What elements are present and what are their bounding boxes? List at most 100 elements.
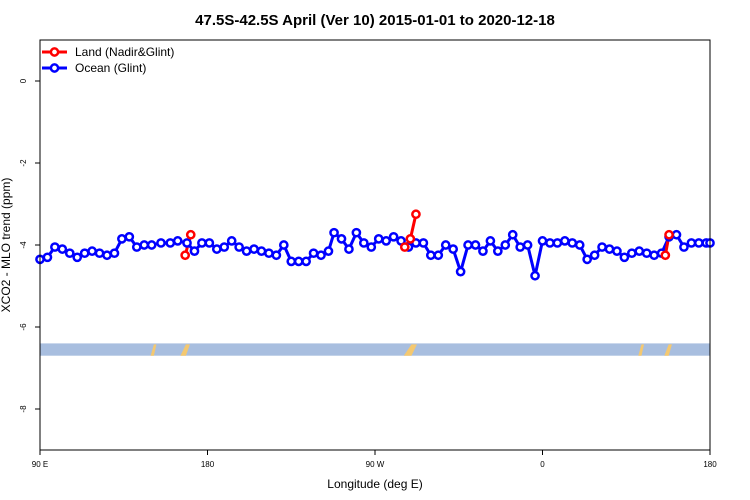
data-point-ocean (619, 252, 630, 263)
data-point-ocean (204, 238, 215, 248)
data-point-land (185, 229, 196, 240)
data-point-ocean (686, 238, 697, 248)
y-tick-label: -6 (19, 323, 28, 331)
y-axis: 0 -2 -4 -6 -8 (19, 78, 40, 413)
x-tick-label: 180 (703, 460, 717, 469)
data-point-ocean (388, 231, 399, 242)
y-tick-label: -4 (19, 241, 28, 249)
data-point-ocean (567, 238, 578, 248)
land-patch (403, 344, 417, 356)
y-axis-label: XCO2 - MLO trend (ppm) (0, 178, 13, 313)
data-point-ocean (634, 246, 645, 256)
data-point-ocean (234, 242, 244, 252)
chart-title: 47.5S-42.5S April (Ver 10) 2015-01-01 to… (195, 12, 555, 29)
legend: Land (Nadir&Glint) Ocean (Glint) (42, 45, 174, 75)
legend-item-ocean: Ocean (Glint) (42, 61, 146, 75)
y-tick-label: -2 (19, 159, 28, 167)
data-point-ocean (381, 236, 392, 246)
data-point-ocean (433, 250, 444, 261)
data-point-ocean (72, 252, 83, 263)
land-patch (150, 344, 157, 356)
surface-type-strip (40, 343, 710, 356)
data-point-ocean (42, 252, 53, 263)
data-point-ocean (226, 236, 237, 246)
y-tick-label: 0 (19, 78, 28, 83)
legend-item-land: Land (Nadir&Glint) (42, 45, 174, 59)
data-point-ocean (241, 246, 252, 256)
data-point-ocean (574, 240, 585, 250)
data-point-ocean (87, 246, 97, 256)
data-point-land (660, 250, 671, 261)
data-point-ocean (470, 240, 481, 250)
data-point-ocean (545, 238, 555, 248)
data-point-ocean (351, 227, 362, 238)
x-tick-label: 0 (540, 460, 545, 469)
data-point-ocean (344, 244, 354, 254)
data-point-ocean (57, 244, 68, 254)
data-point-ocean (139, 240, 150, 250)
data-point-ocean (693, 238, 704, 248)
data-point-ocean (478, 246, 488, 256)
data-point-ocean (559, 236, 570, 246)
data-point-ocean (211, 244, 222, 254)
data-point-ocean (109, 248, 120, 259)
x-tick-label: 180 (201, 460, 215, 469)
x-axis-label: Longitude (deg E) (327, 477, 422, 491)
data-point-ocean (522, 240, 533, 250)
data-point-ocean (604, 244, 615, 254)
data-point-ocean (358, 238, 369, 248)
data-point-ocean (679, 242, 689, 252)
data-point-ocean (124, 231, 135, 242)
data-point-ocean (418, 238, 429, 248)
data-point-ocean (649, 250, 660, 261)
data-point-ocean (329, 227, 339, 238)
data-point-ocean (440, 240, 451, 250)
data-point-land (399, 242, 410, 252)
data-point-ocean (626, 248, 637, 259)
data-point-ocean (641, 248, 652, 259)
data-point-ocean (94, 248, 105, 259)
land-patch (180, 344, 190, 356)
data-point-ocean (463, 240, 473, 250)
data-point-ocean (316, 250, 326, 261)
data-point-ocean (117, 234, 127, 244)
legend-label-land: Land (Nadir&Glint) (75, 45, 174, 59)
data-point-ocean (515, 242, 526, 252)
data-point-ocean (264, 248, 274, 259)
data-point-ocean (323, 246, 334, 256)
data-point-ocean (448, 244, 459, 254)
data-point-ocean (552, 238, 563, 248)
data-point-ocean (50, 242, 60, 252)
data-point-ocean (597, 242, 607, 252)
land-patch (638, 344, 644, 356)
x-tick-label: 90 W (366, 460, 385, 469)
legend-swatch-ocean-marker (49, 63, 60, 73)
x-axis: 90 E 180 90 W 0 180 (32, 450, 717, 469)
data-point-ocean (278, 240, 289, 250)
data-point-ocean (102, 250, 112, 261)
data-point-ocean (256, 246, 267, 256)
data-point-ocean (64, 248, 75, 259)
data-point-land (180, 250, 191, 261)
x-tick-label: 90 E (32, 460, 48, 469)
data-point-ocean (336, 234, 347, 244)
data-point-ocean (671, 229, 682, 240)
data-point-ocean (455, 266, 466, 277)
data-point-ocean (156, 238, 166, 248)
data-point-ocean (165, 238, 176, 248)
data-point-ocean (131, 242, 142, 252)
data-point-ocean (366, 242, 377, 252)
land-patch (664, 344, 672, 356)
data-point-land (405, 234, 416, 244)
data-point-ocean (537, 236, 548, 246)
data-point-ocean (582, 254, 593, 265)
data-point-ocean (146, 240, 157, 250)
data-point-ocean (301, 256, 311, 267)
data-point-ocean (308, 248, 319, 259)
data-point-ocean (189, 246, 200, 256)
data-point-ocean (286, 256, 297, 267)
data-point-ocean (293, 256, 304, 267)
data-point-land (664, 229, 674, 240)
data-point-ocean (172, 236, 183, 246)
